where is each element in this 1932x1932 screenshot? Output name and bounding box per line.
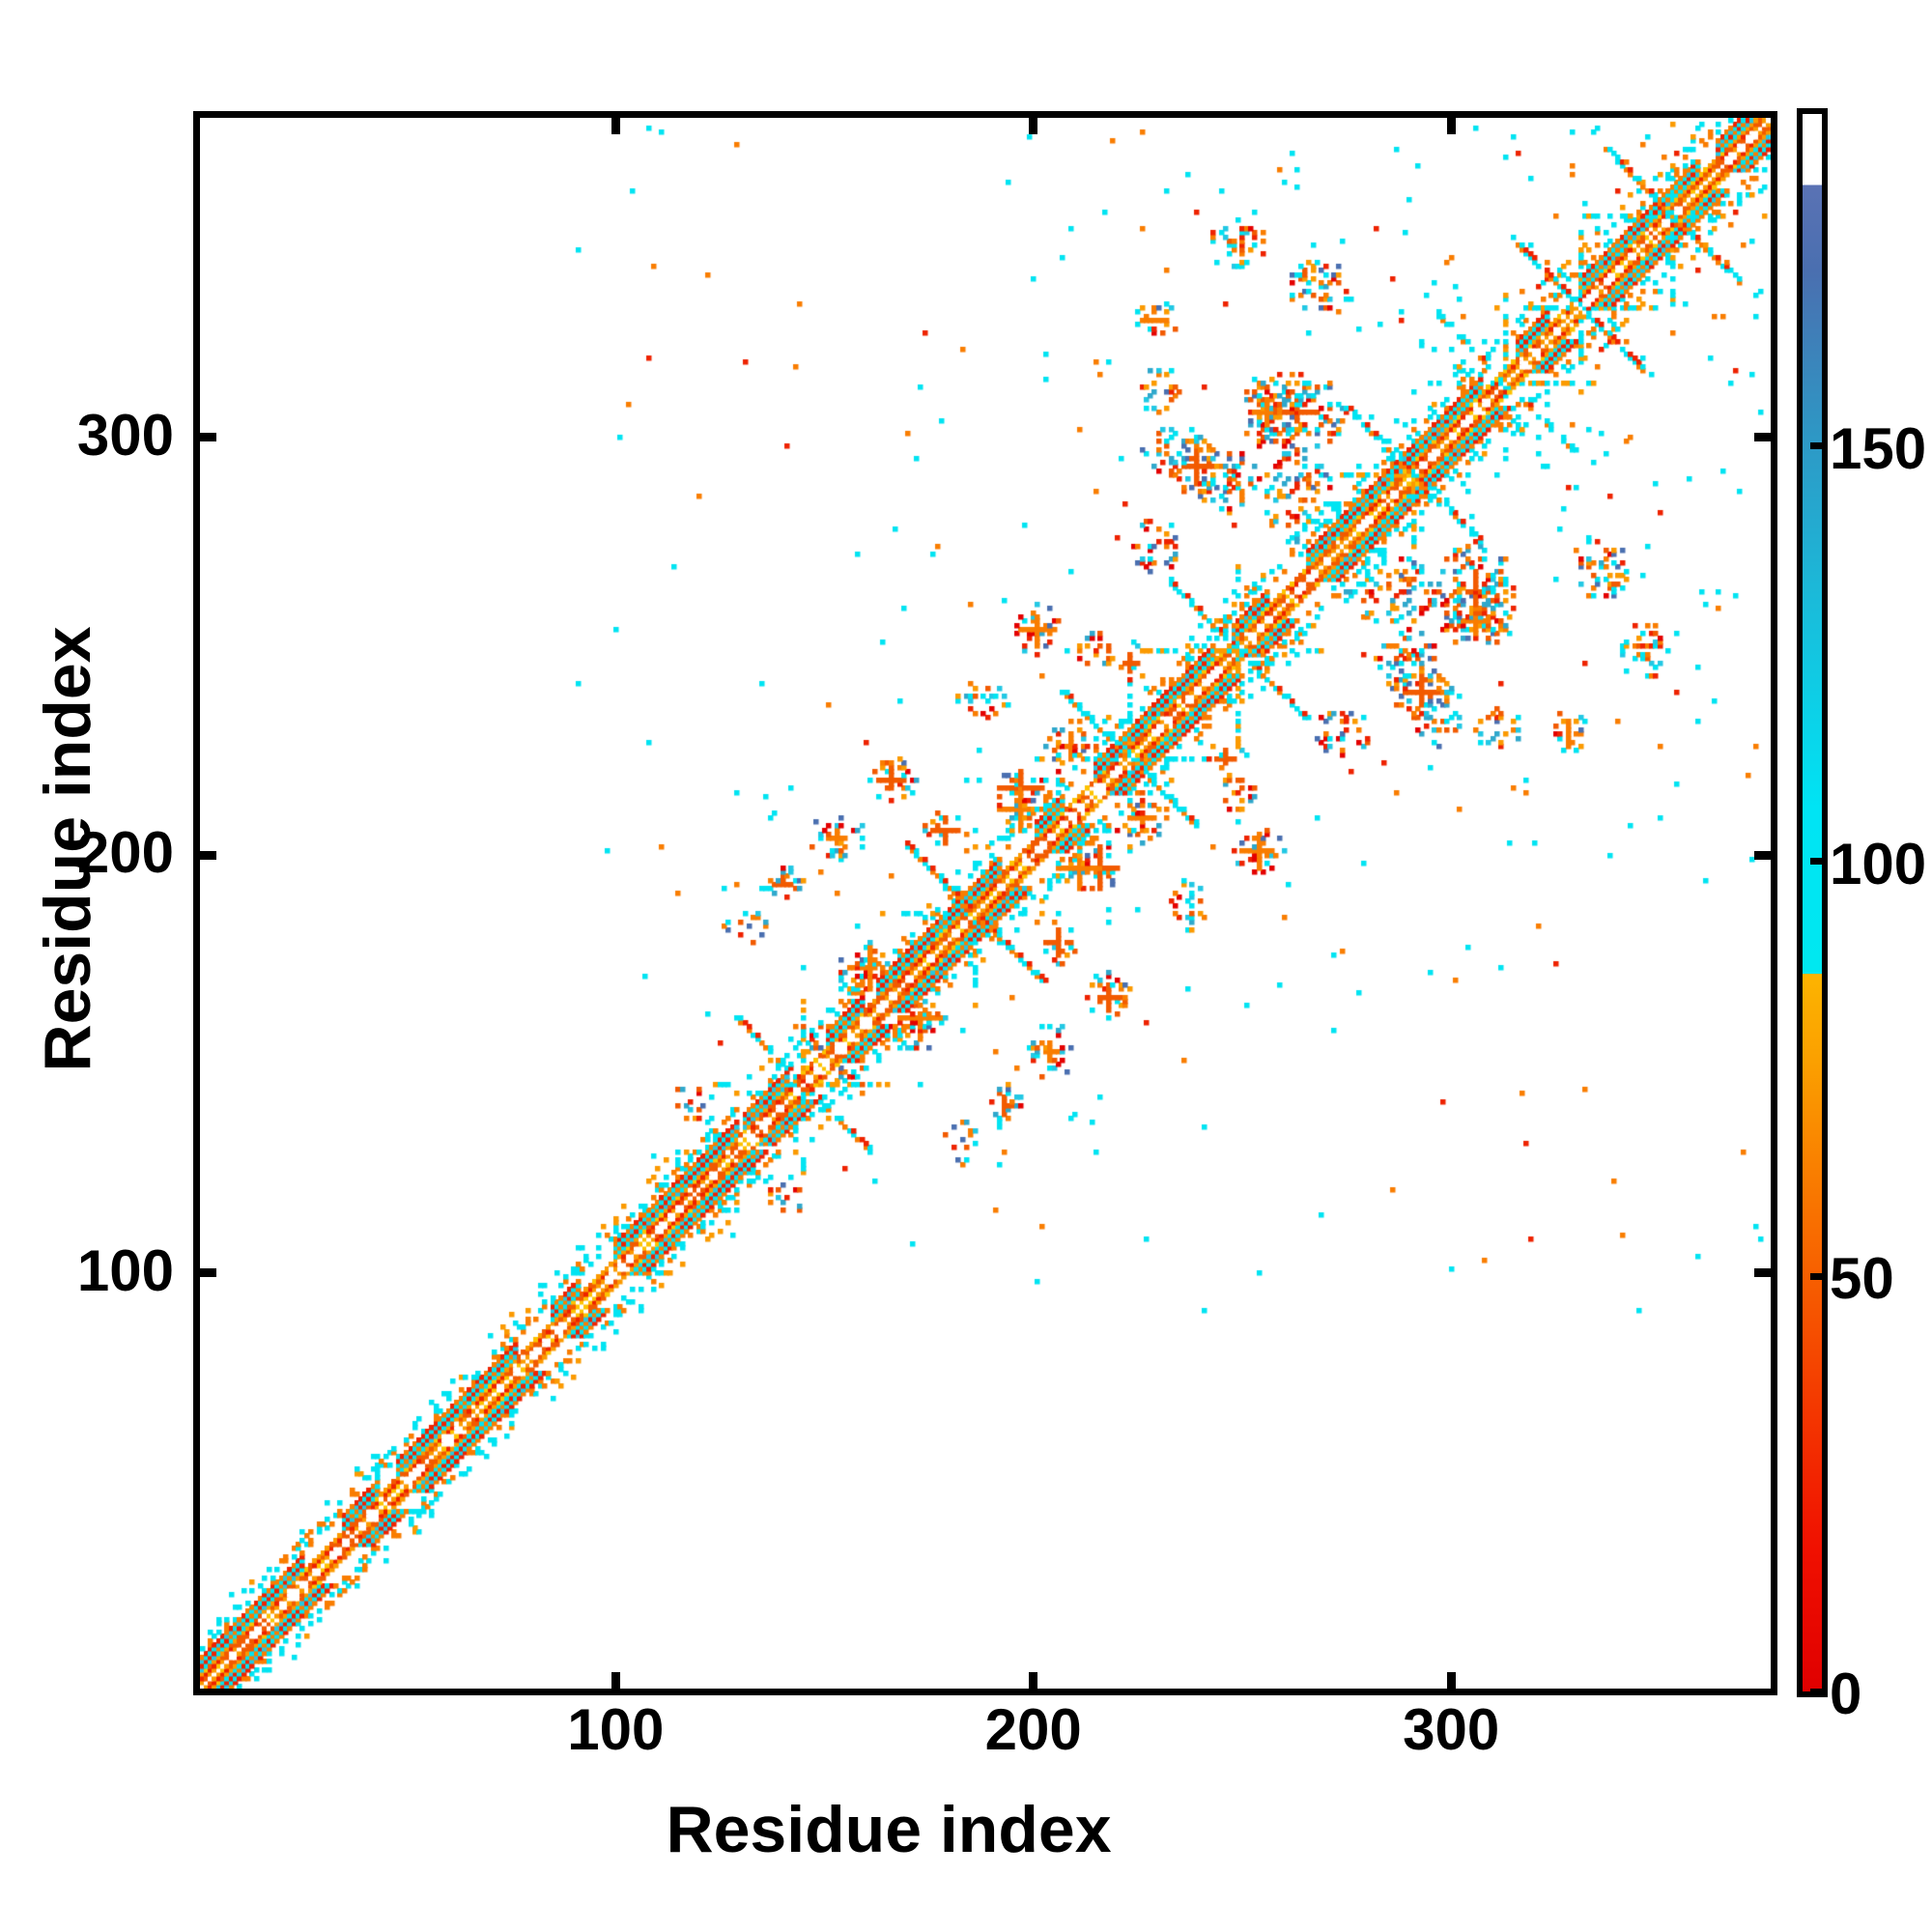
colorbar-tick-50 <box>1810 1272 1822 1280</box>
x-tick-bottom-300 <box>1446 1672 1456 1689</box>
x-axis-title: Residue index <box>666 1793 1112 1866</box>
colorbar-tick-label-100: 100 <box>1830 831 1927 896</box>
x-tick-label-100: 100 <box>567 1697 665 1762</box>
y-tick-200 <box>200 850 216 860</box>
x-tick-300 <box>1446 118 1456 134</box>
colorbar-tick-label-0: 0 <box>1830 1662 1862 1726</box>
x-tick-200 <box>1029 118 1038 134</box>
x-tick-label-300: 300 <box>1403 1697 1500 1762</box>
colorbar-tick-150 <box>1810 442 1822 450</box>
x-tick-label-200: 200 <box>984 1697 1082 1762</box>
contact-map-canvas <box>200 118 1771 1689</box>
y-tick-100 <box>200 1268 216 1278</box>
y-tick-label-200: 200 <box>76 820 174 886</box>
colorbar-gradient <box>1803 114 1822 1691</box>
colorbar-tick-100 <box>1810 858 1822 866</box>
x-tick-bottom-200 <box>1029 1672 1038 1689</box>
y-tick-label-300: 300 <box>76 402 174 468</box>
x-tick-bottom-100 <box>611 1672 620 1689</box>
colorbar-tick-label-50: 50 <box>1830 1246 1894 1312</box>
colorbar <box>1797 108 1828 1697</box>
y-axis-title: Residue index <box>31 626 104 1072</box>
colorbar-tick-label-150: 150 <box>1830 415 1927 481</box>
y-tick-right-200 <box>1754 850 1771 860</box>
x-tick-100 <box>611 118 620 134</box>
y-tick-label-100: 100 <box>76 1237 174 1303</box>
contact-map-plot <box>193 111 1777 1695</box>
colorbar-tick-0 <box>1810 1688 1822 1695</box>
y-tick-right-300 <box>1754 433 1771 442</box>
y-tick-right-100 <box>1754 1268 1771 1278</box>
y-tick-300 <box>200 433 216 442</box>
